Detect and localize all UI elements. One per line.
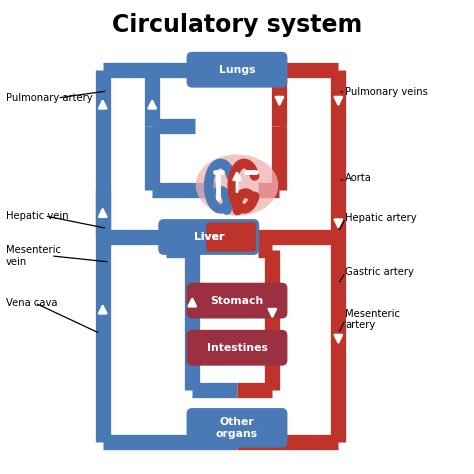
Text: Gastric artery: Gastric artery xyxy=(346,267,414,277)
Text: Other
organs: Other organs xyxy=(216,417,258,438)
FancyBboxPatch shape xyxy=(187,283,287,319)
Text: Stomach: Stomach xyxy=(210,296,264,306)
Text: Pulmonary artery: Pulmonary artery xyxy=(6,93,93,103)
FancyBboxPatch shape xyxy=(206,222,256,252)
Text: Mesenteric
artery: Mesenteric artery xyxy=(346,309,401,330)
Text: Lungs: Lungs xyxy=(219,65,255,75)
Text: Liver: Liver xyxy=(193,232,224,242)
FancyBboxPatch shape xyxy=(162,222,211,252)
Text: Hepatic vein: Hepatic vein xyxy=(6,211,69,221)
Text: Vena cava: Vena cava xyxy=(6,298,58,308)
FancyBboxPatch shape xyxy=(187,330,287,365)
Text: Intestines: Intestines xyxy=(207,343,267,353)
FancyBboxPatch shape xyxy=(187,52,287,88)
Text: Pulmonary veins: Pulmonary veins xyxy=(346,87,428,97)
Text: Hepatic artery: Hepatic artery xyxy=(346,213,417,223)
Text: Liver: Liver xyxy=(193,232,224,242)
Ellipse shape xyxy=(196,155,278,216)
FancyBboxPatch shape xyxy=(158,219,259,255)
Text: Circulatory system: Circulatory system xyxy=(112,13,362,37)
FancyBboxPatch shape xyxy=(187,408,287,447)
Text: Mesenteric
vein: Mesenteric vein xyxy=(6,245,61,267)
Text: Aorta: Aorta xyxy=(346,173,372,183)
